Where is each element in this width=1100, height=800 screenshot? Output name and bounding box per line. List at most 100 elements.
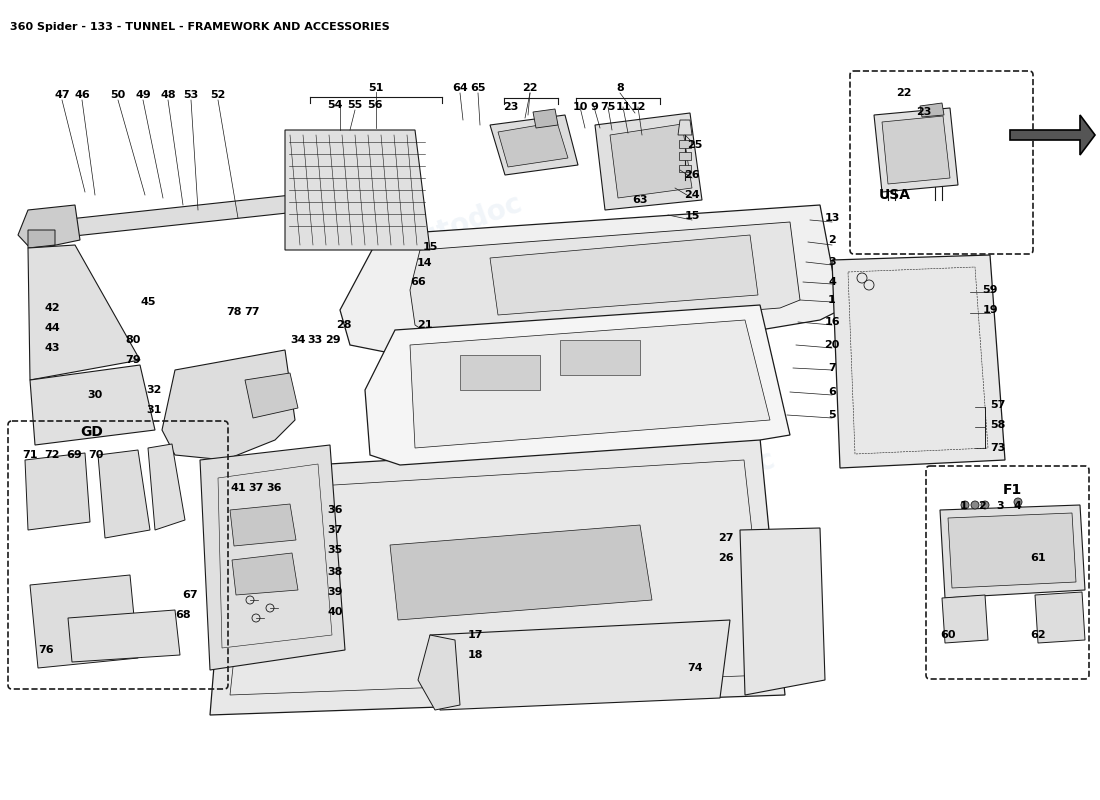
Polygon shape xyxy=(874,108,958,192)
Text: 40: 40 xyxy=(328,607,343,617)
Polygon shape xyxy=(595,113,702,210)
Text: 2: 2 xyxy=(828,235,836,245)
Polygon shape xyxy=(948,513,1076,588)
Text: 68: 68 xyxy=(175,610,190,620)
Polygon shape xyxy=(28,230,55,248)
Text: 17: 17 xyxy=(468,630,483,640)
Polygon shape xyxy=(28,245,140,380)
Text: 4: 4 xyxy=(1013,501,1021,511)
Text: 65: 65 xyxy=(471,83,486,93)
Text: 7: 7 xyxy=(828,363,836,373)
Polygon shape xyxy=(679,140,691,148)
Text: 78: 78 xyxy=(227,307,242,317)
Text: 6: 6 xyxy=(828,387,836,397)
Text: 8: 8 xyxy=(616,83,624,93)
Text: 50: 50 xyxy=(110,90,125,100)
Text: 34: 34 xyxy=(290,335,306,345)
Polygon shape xyxy=(410,320,770,448)
Text: 26: 26 xyxy=(718,553,734,563)
Text: 13: 13 xyxy=(824,213,839,223)
Text: 27: 27 xyxy=(718,533,734,543)
Polygon shape xyxy=(679,152,691,160)
Text: 24: 24 xyxy=(684,190,700,200)
Polygon shape xyxy=(410,222,800,335)
Text: 63: 63 xyxy=(632,195,648,205)
Text: 38: 38 xyxy=(328,567,343,577)
Text: 66: 66 xyxy=(410,277,426,287)
Text: 58: 58 xyxy=(990,420,1005,430)
Text: 31: 31 xyxy=(146,405,162,415)
Text: F1: F1 xyxy=(1002,483,1022,497)
Text: 49: 49 xyxy=(135,90,151,100)
Polygon shape xyxy=(60,193,315,237)
Text: 1: 1 xyxy=(960,501,968,511)
Text: 46: 46 xyxy=(74,90,90,100)
Polygon shape xyxy=(920,103,944,117)
Text: 62: 62 xyxy=(1031,630,1046,640)
Text: 61: 61 xyxy=(1031,553,1046,563)
Text: 22: 22 xyxy=(896,88,912,98)
Text: 59: 59 xyxy=(982,285,998,295)
Text: 74: 74 xyxy=(688,663,703,673)
Polygon shape xyxy=(30,365,155,445)
Text: 30: 30 xyxy=(87,390,102,400)
Text: 41: 41 xyxy=(230,483,245,493)
Text: autodoc: autodoc xyxy=(651,446,779,514)
Polygon shape xyxy=(418,635,460,710)
Text: 69: 69 xyxy=(66,450,81,460)
Text: 14: 14 xyxy=(417,258,432,268)
Text: 5: 5 xyxy=(828,410,836,420)
Text: 15: 15 xyxy=(422,242,438,252)
Text: 72: 72 xyxy=(44,450,59,460)
Text: 67: 67 xyxy=(183,590,198,600)
Text: 44: 44 xyxy=(44,323,59,333)
Polygon shape xyxy=(560,340,640,375)
Text: 23: 23 xyxy=(916,107,932,117)
Text: 73: 73 xyxy=(990,443,1005,453)
Polygon shape xyxy=(285,130,430,250)
Text: 47: 47 xyxy=(54,90,69,100)
Text: 25: 25 xyxy=(688,140,703,150)
Polygon shape xyxy=(678,120,692,135)
Text: 45: 45 xyxy=(141,297,156,307)
Text: 15: 15 xyxy=(684,211,700,221)
Text: 37: 37 xyxy=(328,525,343,535)
Polygon shape xyxy=(832,255,1005,468)
Text: 64: 64 xyxy=(452,83,468,93)
Text: 36: 36 xyxy=(266,483,282,493)
Polygon shape xyxy=(498,122,568,167)
Polygon shape xyxy=(210,438,785,715)
Text: 2: 2 xyxy=(978,501,986,511)
Polygon shape xyxy=(68,610,180,662)
Polygon shape xyxy=(1035,592,1085,643)
Circle shape xyxy=(971,501,979,509)
Circle shape xyxy=(1014,498,1022,506)
Text: 36: 36 xyxy=(328,505,343,515)
Polygon shape xyxy=(460,355,540,390)
Text: 10: 10 xyxy=(572,102,587,112)
Text: 55: 55 xyxy=(348,100,363,110)
Text: 4: 4 xyxy=(828,277,836,287)
Polygon shape xyxy=(365,305,790,465)
Text: 29: 29 xyxy=(326,335,341,345)
Text: 360 Spider - 133 - TUNNEL - FRAMEWORK AND ACCESSORIES: 360 Spider - 133 - TUNNEL - FRAMEWORK AN… xyxy=(10,22,389,32)
Text: 26: 26 xyxy=(684,170,700,180)
Polygon shape xyxy=(245,373,298,418)
Polygon shape xyxy=(230,504,296,546)
Polygon shape xyxy=(232,553,298,595)
Text: 43: 43 xyxy=(44,343,59,353)
Polygon shape xyxy=(882,116,950,184)
Text: 19: 19 xyxy=(982,305,998,315)
Text: 23: 23 xyxy=(504,102,519,112)
Text: 42: 42 xyxy=(44,303,59,313)
Text: 9: 9 xyxy=(590,102,598,112)
Text: 70: 70 xyxy=(88,450,103,460)
Polygon shape xyxy=(430,620,730,710)
Text: 20: 20 xyxy=(824,340,839,350)
Polygon shape xyxy=(940,505,1085,598)
Text: 22: 22 xyxy=(522,83,538,93)
Polygon shape xyxy=(610,124,692,198)
Text: 52: 52 xyxy=(210,90,225,100)
Polygon shape xyxy=(740,528,825,695)
Circle shape xyxy=(961,501,969,509)
